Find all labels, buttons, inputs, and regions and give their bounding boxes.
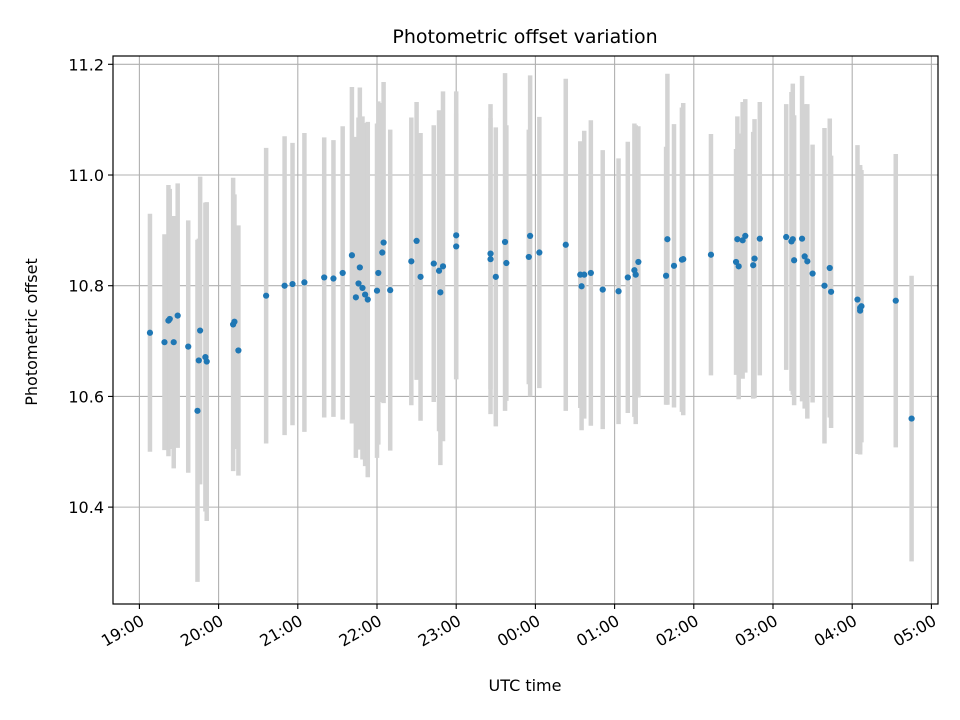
data-point (289, 280, 296, 288)
data-point (348, 252, 356, 259)
data-point (615, 288, 622, 295)
data-point (364, 296, 371, 303)
data-point (599, 286, 606, 293)
data-point (146, 329, 154, 336)
data-point (492, 273, 499, 280)
plot-frame (112, 55, 939, 605)
data-point (352, 294, 359, 301)
data-point (197, 327, 204, 334)
data-point (821, 282, 828, 289)
data-point (503, 259, 510, 267)
y-tick-label: 10.4 (68, 498, 104, 517)
data-point (487, 250, 494, 257)
data-point (321, 274, 328, 281)
data-point (801, 253, 808, 260)
data-point (330, 275, 337, 282)
data-point (756, 235, 763, 242)
y-tick-label: 11.2 (68, 55, 104, 74)
data-point (587, 269, 594, 277)
data-point (387, 287, 394, 294)
data-point (826, 264, 833, 272)
data-point (827, 288, 835, 295)
data-point (783, 233, 790, 241)
y-tick-label: 10.6 (68, 387, 104, 406)
data-point (235, 347, 242, 354)
data-point (380, 239, 387, 246)
data-point (635, 258, 642, 266)
data-point (161, 339, 168, 346)
data-point (453, 232, 460, 239)
data-point (536, 249, 543, 256)
data-point (362, 291, 369, 298)
data-point (734, 236, 741, 243)
data-point (791, 257, 798, 264)
data-point (632, 271, 639, 278)
data-point (707, 251, 715, 258)
data-point (231, 318, 238, 325)
data-point (809, 270, 816, 277)
data-point (263, 292, 270, 299)
data-point (375, 269, 382, 277)
data-point (501, 238, 509, 246)
data-point (680, 256, 687, 263)
data-point (789, 236, 796, 243)
data-point (356, 264, 363, 271)
data-point (373, 287, 381, 294)
data-point (487, 256, 494, 263)
data-point (735, 263, 742, 270)
data-point (908, 415, 915, 422)
data-point (662, 272, 670, 279)
data-point (281, 282, 288, 289)
data-point (203, 358, 210, 365)
data-point (854, 296, 861, 303)
data-point (751, 255, 758, 262)
data-point (742, 232, 749, 239)
data-point (408, 258, 415, 265)
data-point (413, 237, 420, 244)
data-point (562, 241, 569, 248)
data-point (624, 274, 631, 281)
y-axis-title: Photometric offset (22, 258, 41, 406)
data-point (379, 249, 386, 256)
x-axis-title: UTC time (489, 676, 562, 695)
data-point (439, 263, 447, 270)
data-point (417, 273, 424, 280)
data-points (146, 232, 915, 422)
data-point (194, 407, 201, 414)
data-point (527, 232, 534, 239)
data-point (664, 236, 671, 243)
y-tick-label: 11.0 (68, 166, 104, 185)
data-point (430, 260, 437, 267)
data-point (892, 297, 899, 304)
data-point (437, 289, 444, 296)
data-point (435, 267, 443, 274)
data-point (804, 258, 811, 265)
data-point (170, 339, 177, 346)
data-point (581, 271, 588, 278)
data-point (301, 279, 308, 286)
data-point (453, 243, 460, 250)
data-point (339, 269, 346, 277)
data-point (166, 315, 173, 323)
data-point (355, 280, 362, 287)
chart-title: Photometric offset variation (392, 26, 657, 48)
data-point (525, 253, 532, 261)
data-point (359, 284, 366, 292)
data-point (670, 262, 678, 269)
data-point (858, 303, 865, 310)
data-point (174, 312, 181, 319)
data-point (195, 357, 202, 364)
data-point (185, 343, 192, 350)
data-point (578, 283, 585, 290)
y-tick-label: 10.8 (68, 277, 104, 296)
data-point (750, 262, 757, 269)
data-point (798, 235, 806, 242)
